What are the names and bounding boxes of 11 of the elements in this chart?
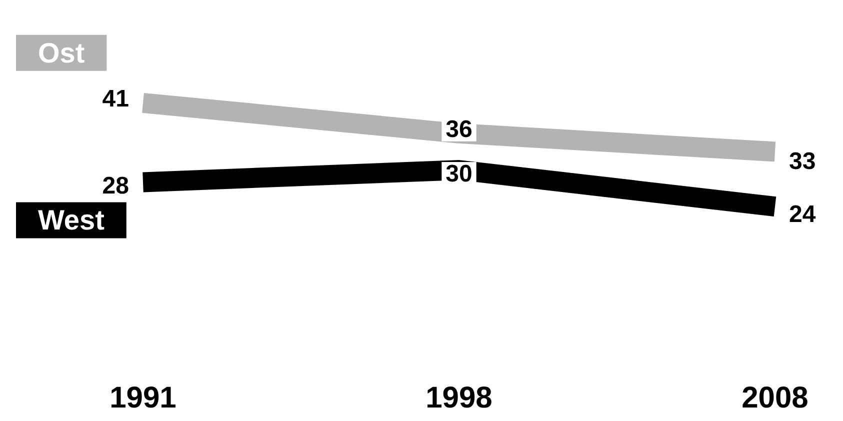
data-label: 30: [446, 160, 472, 188]
series-label: West: [38, 204, 104, 236]
text: Ost: [38, 37, 85, 68]
x-tick-label: 2008: [742, 382, 808, 414]
data-label: 36: [446, 116, 472, 143]
data-label: 33: [789, 148, 816, 176]
x-tick-label: 1998: [426, 382, 492, 414]
data-label: 24: [789, 201, 816, 228]
data-label: 41: [102, 85, 129, 112]
data-label: 28: [102, 172, 129, 200]
x-tick-label: 1991: [110, 382, 176, 414]
